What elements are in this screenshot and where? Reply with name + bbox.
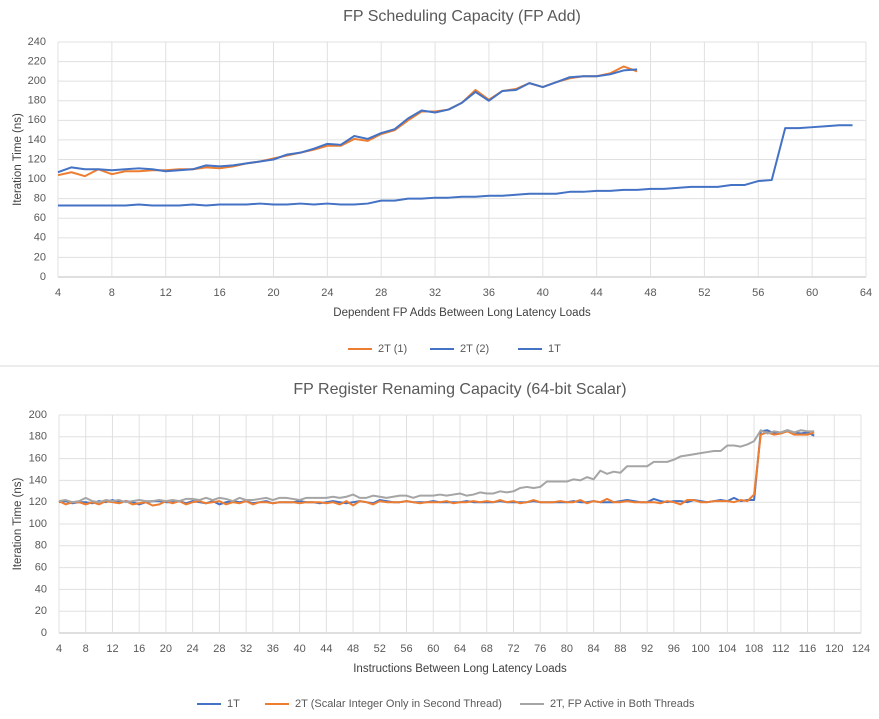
y-tick-label: 140 <box>29 474 47 486</box>
x-tick-label: 8 <box>109 287 115 299</box>
y-tick-label: 100 <box>28 173 46 185</box>
x-tick-label: 44 <box>320 643 332 655</box>
y-tick-label: 0 <box>40 271 46 283</box>
x-tick-label: 80 <box>561 643 573 655</box>
y-tick-label: 180 <box>28 95 46 107</box>
x-tick-label: 96 <box>668 643 680 655</box>
x-tick-label: 24 <box>187 643 199 655</box>
x-tick-label: 44 <box>591 287 603 299</box>
x-tick-label: 24 <box>321 287 333 299</box>
series-line <box>58 429 815 504</box>
x-tick-label: 72 <box>507 643 519 655</box>
y-axis-title: Iteration Time (ns) <box>12 477 24 570</box>
x-tick-label: 76 <box>534 643 546 655</box>
x-tick-label: 68 <box>481 643 493 655</box>
x-tick-label: 16 <box>133 643 145 655</box>
legend-label: 2T (1) <box>378 343 407 355</box>
x-tick-label: 32 <box>429 287 441 299</box>
chart-title: FP Register Renaming Capacity (64-bit Sc… <box>293 381 626 398</box>
x-tick-label: 120 <box>825 643 843 655</box>
x-tick-label: 56 <box>400 643 412 655</box>
series-line <box>58 430 815 507</box>
y-tick-label: 160 <box>28 114 46 126</box>
x-tick-label: 108 <box>745 643 763 655</box>
x-tick-label: 112 <box>772 643 790 655</box>
legend-label: 1T <box>548 343 561 355</box>
legend-label: 2T (2) <box>460 343 489 355</box>
x-tick-label: 36 <box>483 287 495 299</box>
x-tick-label: 8 <box>83 643 89 655</box>
y-tick-label: 80 <box>34 193 46 205</box>
x-axis-title: Dependent FP Adds Between Long Latency L… <box>333 307 591 319</box>
x-tick-label: 84 <box>588 643 600 655</box>
y-tick-label: 60 <box>35 562 47 574</box>
x-tick-label: 4 <box>56 643 62 655</box>
x-tick-label: 64 <box>860 287 872 299</box>
y-tick-label: 20 <box>35 605 47 617</box>
x-tick-label: 52 <box>698 287 710 299</box>
chart-title: FP Scheduling Capacity (FP Add) <box>343 8 581 25</box>
x-tick-label: 100 <box>691 643 709 655</box>
x-tick-label: 52 <box>374 643 386 655</box>
legend-label: 2T, FP Active in Both Threads <box>550 698 695 710</box>
x-tick-label: 60 <box>427 643 439 655</box>
x-tick-label: 32 <box>240 643 252 655</box>
x-tick-label: 88 <box>614 643 626 655</box>
series-line <box>58 124 853 207</box>
x-tick-label: 20 <box>267 287 279 299</box>
y-tick-label: 180 <box>29 431 47 443</box>
y-tick-label: 200 <box>29 409 47 421</box>
x-axis-title: Instructions Between Long Latency Loads <box>353 663 567 675</box>
y-tick-label: 80 <box>35 540 47 552</box>
x-tick-label: 104 <box>718 643 736 655</box>
y-tick-label: 60 <box>34 212 46 224</box>
y-tick-label: 0 <box>41 627 47 639</box>
x-tick-label: 28 <box>213 643 225 655</box>
x-tick-label: 124 <box>852 643 870 655</box>
x-tick-label: 116 <box>799 643 817 655</box>
x-tick-label: 16 <box>213 287 225 299</box>
y-tick-label: 20 <box>34 251 46 263</box>
series-line <box>57 68 638 174</box>
y-tick-label: 200 <box>28 75 46 87</box>
x-tick-label: 4 <box>55 287 61 299</box>
x-tick-label: 60 <box>806 287 818 299</box>
y-tick-label: 240 <box>28 36 46 48</box>
x-tick-label: 12 <box>106 643 118 655</box>
y-tick-label: 100 <box>29 518 47 530</box>
x-tick-label: 40 <box>293 643 305 655</box>
y-tick-label: 220 <box>28 55 46 67</box>
y-axis-title: Iteration Time (ns) <box>12 113 24 206</box>
x-tick-label: 92 <box>641 643 653 655</box>
x-tick-label: 36 <box>267 643 279 655</box>
legend-label: 1T <box>227 698 240 710</box>
y-tick-label: 120 <box>29 496 47 508</box>
x-tick-label: 20 <box>160 643 172 655</box>
y-tick-label: 40 <box>34 232 46 244</box>
x-tick-label: 28 <box>375 287 387 299</box>
x-tick-label: 56 <box>752 287 764 299</box>
y-tick-label: 120 <box>28 153 46 165</box>
x-tick-label: 40 <box>537 287 549 299</box>
y-tick-label: 160 <box>29 453 47 465</box>
legend-label: 2T (Scalar Integer Only in Second Thread… <box>295 698 502 710</box>
x-tick-label: 64 <box>454 643 466 655</box>
x-tick-label: 12 <box>160 287 172 299</box>
y-tick-label: 40 <box>35 583 47 595</box>
x-tick-label: 48 <box>644 287 656 299</box>
y-tick-label: 140 <box>28 134 46 146</box>
x-tick-label: 48 <box>347 643 359 655</box>
